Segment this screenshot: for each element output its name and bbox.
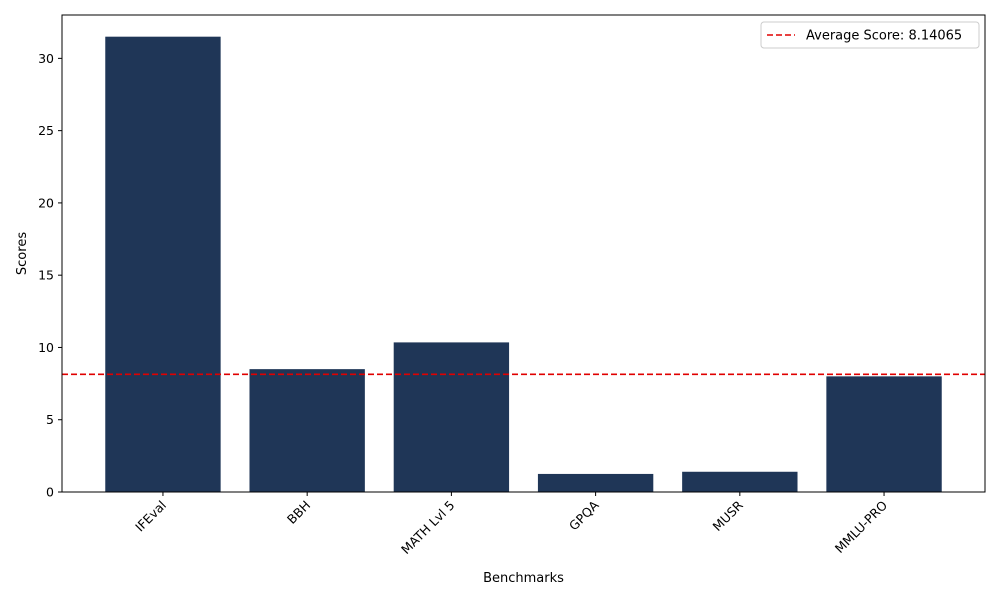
x-tick-label: MATH Lvl 5 xyxy=(398,498,457,557)
y-tick-label: 10 xyxy=(38,340,54,355)
y-axis: 0 5 10 15 20 25 30 xyxy=(38,51,62,500)
bars-layer xyxy=(105,36,942,492)
y-tick-label: 5 xyxy=(46,412,54,427)
x-axis: IFEval BBH MATH Lvl 5 GPQA MUSR MMLU-PRO xyxy=(132,492,890,557)
x-tick-label: MMLU-PRO xyxy=(832,497,891,556)
legend-box xyxy=(760,21,980,49)
bar-math-lvl-5 xyxy=(393,342,510,492)
x-tick-label: MUSR xyxy=(709,497,746,534)
y-tick-label: 0 xyxy=(46,485,54,500)
x-tick-label: GPQA xyxy=(566,497,602,533)
y-axis-label: Scores xyxy=(15,232,30,275)
bar-mmlu-pro xyxy=(826,376,942,492)
bar-bbh xyxy=(249,369,365,492)
bar-ifeval xyxy=(105,36,221,492)
y-tick-label: 30 xyxy=(38,51,54,66)
legend-label-average: Average Score: 8.14065 xyxy=(806,29,962,44)
bar-musr xyxy=(682,471,798,492)
x-axis-label: Benchmarks xyxy=(483,571,564,586)
x-tick-label: IFEval xyxy=(132,498,169,535)
plot-frame xyxy=(61,14,986,493)
bar-gpqa xyxy=(537,473,654,492)
legend: Average Score: 8.14065 xyxy=(760,21,980,49)
y-tick-label: 15 xyxy=(38,268,54,283)
y-tick-label: 20 xyxy=(38,195,54,210)
x-tick-label: BBH xyxy=(284,498,313,527)
y-tick-label: 25 xyxy=(38,123,54,138)
